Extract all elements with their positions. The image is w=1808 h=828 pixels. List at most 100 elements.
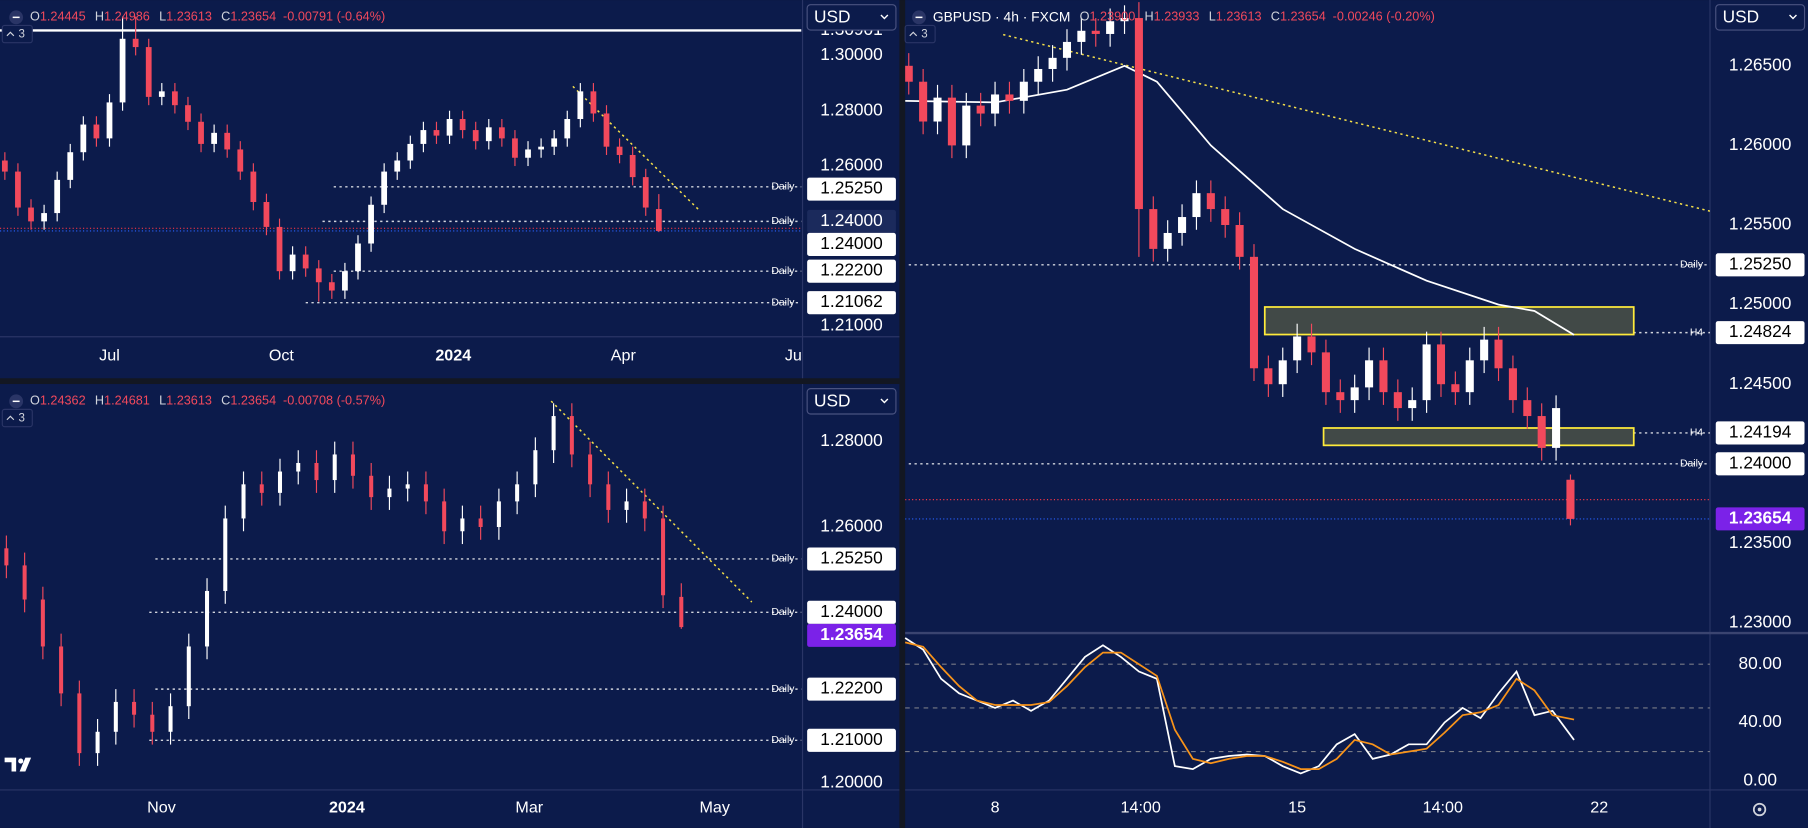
currency-text[interactable]: USD (814, 6, 851, 26)
currency-select[interactable] (806, 388, 897, 415)
candle-body (1379, 360, 1388, 393)
currency-text[interactable]: USD (814, 390, 851, 410)
price-label: 1.25250 (820, 548, 882, 568)
candle-body (1508, 368, 1517, 401)
ohlc-value: 1.24445 (40, 10, 86, 24)
level-label: Daily (771, 607, 795, 618)
candle-body (423, 484, 428, 502)
currency-select[interactable] (806, 4, 897, 31)
x-tick-label: Jul (99, 347, 120, 365)
ohlc-key: H (95, 394, 104, 408)
level-label: H4 (1690, 428, 1703, 439)
ohlc-key: H (95, 10, 104, 24)
logo-part (19, 757, 32, 772)
currency-text[interactable]: USD (1723, 6, 1760, 26)
indicator-badge[interactable] (1, 24, 33, 44)
candle-body (276, 226, 283, 272)
indicator-badge[interactable] (904, 24, 936, 44)
badge-chevron[interactable] (6, 415, 15, 421)
badge-chevron[interactable] (909, 31, 918, 37)
candle-body (289, 254, 296, 272)
candle-body (119, 38, 126, 103)
ohlc-key: L (1209, 10, 1216, 24)
plot-area (905, 2, 1710, 526)
candle-body (4, 548, 9, 566)
candle-body (1293, 336, 1302, 361)
ohlc-header: O1.24362 H1.24681 L1.23613 C1.23654 -0.00708… (30, 394, 385, 408)
price-label: 1.24500 (1729, 373, 1791, 393)
candle-body (1149, 209, 1158, 249)
candle-body (1, 160, 8, 172)
ohlc-value: 1.23654 (1280, 10, 1326, 24)
ohlc-value: 1.23613 (166, 10, 212, 24)
gear-hub[interactable] (1757, 807, 1762, 812)
candle-body (569, 416, 574, 455)
price-label-box (807, 291, 896, 315)
candle-body (679, 596, 684, 628)
price-label: 1.24000 (1729, 452, 1791, 472)
ohlc-key: C (221, 394, 230, 408)
candle-body (991, 94, 1000, 114)
candle-body (1134, 18, 1143, 210)
ohlc-key: L (159, 394, 166, 408)
symbol: GBPUSD · 4h · FXCM (933, 8, 1071, 24)
x-tick-label: 2024 (329, 799, 365, 817)
ohlc-value: 1.23654 (230, 394, 276, 408)
candle-body (277, 471, 283, 493)
level-label: Daily (1680, 459, 1704, 470)
gear[interactable] (1752, 802, 1767, 817)
candle-body (538, 146, 544, 150)
candle-body (387, 488, 392, 498)
candle-body (1278, 360, 1287, 385)
candle-body (350, 454, 355, 476)
candle-body (67, 152, 74, 180)
ohlc-value: 1.24362 (40, 394, 86, 408)
x-tick-label: May (699, 799, 730, 817)
candle-body (113, 701, 118, 732)
level-label: Daily (771, 216, 795, 227)
candle-body (947, 97, 956, 146)
candle-body (472, 130, 479, 142)
badge-count[interactable]: 3 (18, 29, 24, 41)
ohlc-value: 1.23613 (166, 394, 212, 408)
ohlc-key: L (159, 10, 166, 24)
candle-body (577, 91, 584, 120)
ohlc-key: O (30, 394, 40, 408)
badge-count[interactable]: 3 (921, 29, 927, 41)
candle-body (132, 701, 137, 715)
price-label: 1.22200 (820, 678, 882, 698)
candle-body (1465, 360, 1474, 393)
price-label: 1.21062 (820, 291, 882, 311)
indicator-badge[interactable] (1, 408, 33, 428)
price-label-box (807, 232, 896, 256)
chevron[interactable] (880, 14, 889, 20)
badge-chevron[interactable] (6, 31, 15, 37)
price-label-box (1715, 421, 1805, 445)
candle-body (933, 97, 942, 122)
candle-body (1537, 416, 1546, 448)
settings-icon[interactable] (1752, 802, 1767, 817)
x-tick-label: Apr (611, 347, 637, 365)
candle-body (1106, 21, 1115, 34)
logo-part (4, 757, 17, 772)
candle-body (250, 171, 257, 203)
price-label-box (1715, 507, 1805, 531)
candle-body (1034, 68, 1043, 82)
candle-body (478, 518, 483, 527)
price-label-box (807, 623, 896, 647)
candle-body (95, 731, 100, 754)
candle-body (259, 484, 264, 493)
candle-body (590, 91, 597, 114)
candle-body (919, 81, 928, 122)
x-tick-label: 14:00 (1423, 799, 1463, 817)
candle-body (1221, 209, 1230, 226)
x-tick-label: 8 (991, 799, 1000, 817)
logo-part (18, 758, 24, 764)
candle-body (564, 119, 571, 139)
chevron[interactable] (1789, 14, 1797, 20)
candle-body (80, 124, 87, 153)
currency-select[interactable] (1715, 4, 1806, 31)
x-tick-label: 15 (1288, 799, 1306, 817)
badge-count[interactable]: 3 (18, 413, 24, 425)
chevron[interactable] (880, 398, 889, 404)
